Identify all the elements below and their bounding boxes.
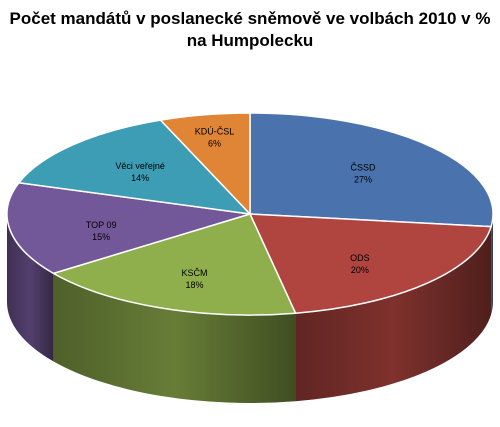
chart-title-line-1: Počet mandátů v poslanecké sněmově ve vo… — [9, 9, 491, 28]
data-label-top-09: TOP 09 — [86, 220, 117, 230]
data-value--ssd: 27% — [354, 175, 372, 185]
pie-slice-ods — [249, 213, 492, 314]
data-value-top-09: 15% — [92, 232, 110, 242]
pie-side--ssd — [491, 214, 493, 315]
pie-side-ks-m — [53, 273, 296, 403]
pie-slice-top-09 — [6, 182, 251, 275]
data-label-ods: ODS — [350, 253, 370, 263]
pie-slice-ks-m — [52, 213, 297, 316]
pie-slice--ssd — [249, 112, 494, 228]
data-value-kd-sl: 6% — [208, 139, 221, 149]
data-label--ssd: ČSSD — [351, 163, 377, 173]
pie-side-top-09 — [7, 214, 54, 362]
data-value-ks-m: 18% — [186, 280, 204, 290]
data-label-v-ci-ve-ejn-: Věci veřejné — [115, 161, 165, 171]
data-value-ods: 20% — [351, 265, 369, 275]
chart-title: Počet mandátů v poslanecké sněmově ve vo… — [0, 8, 500, 52]
data-value-v-ci-ve-ejn-: 14% — [131, 173, 149, 183]
chart-title-line-2: na Humpolecku — [186, 31, 314, 50]
pie-side-ods — [295, 226, 492, 402]
pie-slice-v-ci-ve-ejn- — [18, 119, 251, 215]
data-label-kd-sl: KDÚ-ČSL — [195, 127, 235, 137]
data-label-ks-m: KSČM — [182, 268, 208, 278]
pie-slice-kd-sl — [159, 112, 251, 215]
